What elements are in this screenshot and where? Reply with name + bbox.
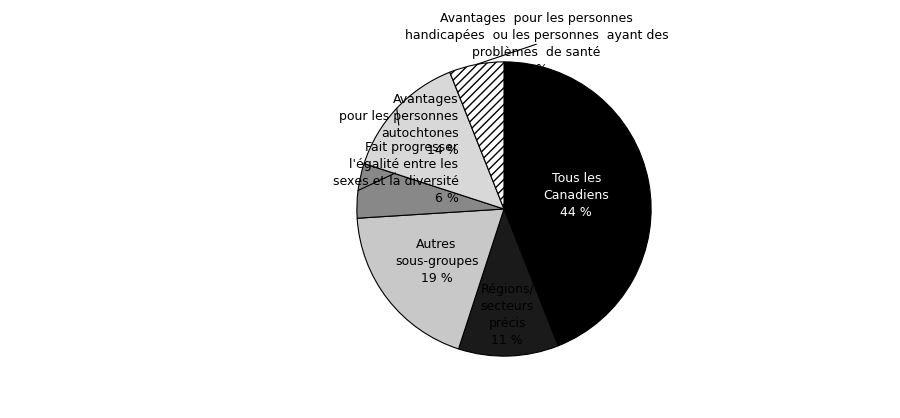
Text: Autres
sous-groupes
19 %: Autres sous-groupes 19 % bbox=[395, 238, 478, 285]
Text: Régions/
secteurs
précis
11 %: Régions/ secteurs précis 11 % bbox=[481, 283, 535, 347]
Wedge shape bbox=[357, 163, 504, 218]
Wedge shape bbox=[504, 62, 651, 346]
Wedge shape bbox=[357, 209, 504, 349]
Text: Avantages
pour les personnes
autochtones
14 %: Avantages pour les personnes autochtones… bbox=[339, 93, 458, 157]
Text: Fait progresser
l'égalité entre les
sex​es et la diversité
6 %: Fait progresser l'égalité entre les sex​… bbox=[332, 141, 458, 205]
Wedge shape bbox=[458, 209, 558, 356]
Wedge shape bbox=[364, 72, 504, 209]
Text: Avantages  pour les personnes
handicapées  ou les personnes  ayant des
problèmes: Avantages pour les personnes handicapées… bbox=[405, 12, 668, 76]
Text: Tous les
Canadiens
44 %: Tous les Canadiens 44 % bbox=[544, 172, 609, 219]
Wedge shape bbox=[450, 62, 504, 209]
